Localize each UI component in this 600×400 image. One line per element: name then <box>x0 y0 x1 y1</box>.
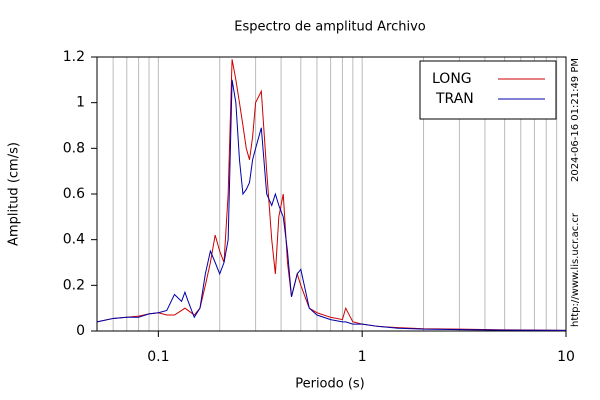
legend-box <box>419 60 557 120</box>
y-tick-label: 0.8 <box>63 140 85 156</box>
x-axis-label: Periodo (s) <box>295 377 365 392</box>
legend-label: LONG <box>432 71 472 87</box>
y-tick-label: 0 <box>76 323 85 339</box>
x-tick-label: 10 <box>557 349 575 365</box>
legend-label: TRAN <box>435 91 474 107</box>
chart-title: Espectro de amplitud Archivo <box>234 20 425 35</box>
x-tick-label: 0.1 <box>147 349 169 365</box>
y-tick-label: 0.6 <box>63 186 85 202</box>
y-tick-label: 1 <box>76 95 85 111</box>
source-url: http://www.lis.ucr.ac.cr <box>570 212 581 327</box>
line-series <box>96 79 567 331</box>
timestamp: 2024-06-16 01:21:49 PM <box>570 58 581 182</box>
x-tick-label: 1 <box>358 349 367 365</box>
line-series <box>96 59 567 331</box>
plot-frame <box>96 56 567 332</box>
y-tick-label: 1.2 <box>63 49 85 65</box>
y-axis-label: Amplitud (cm/s) <box>7 142 22 246</box>
y-tick-label: 0.4 <box>63 232 85 248</box>
y-tick-label: 0.2 <box>63 277 85 293</box>
